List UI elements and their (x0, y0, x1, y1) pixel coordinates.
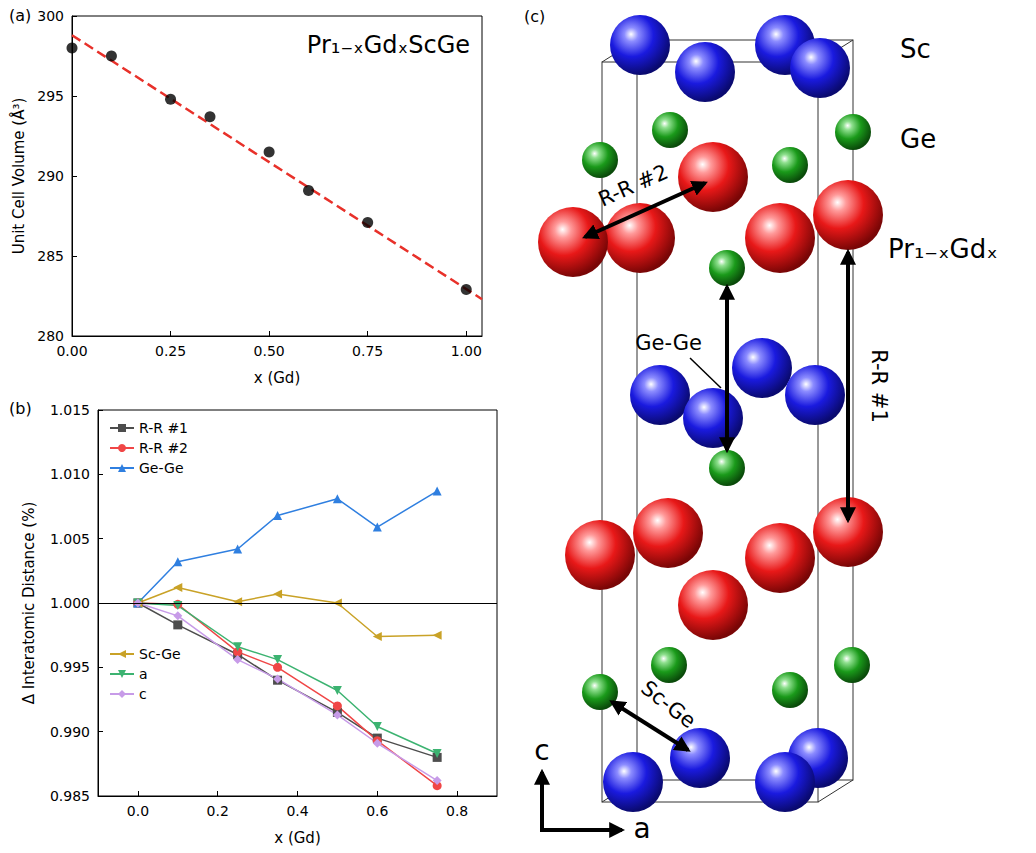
svg-text:0.00: 0.00 (56, 343, 87, 359)
svg-text:285: 285 (37, 248, 64, 264)
svg-text:Sc-Ge: Sc-Ge (139, 646, 181, 662)
svg-text:290: 290 (37, 168, 64, 184)
svg-text:0.4: 0.4 (286, 803, 308, 819)
svg-text:c: c (139, 686, 147, 702)
svg-text:0.8: 0.8 (446, 803, 468, 819)
svg-text:0.995: 0.995 (50, 659, 90, 675)
svg-text:R-R #2: R-R #2 (139, 440, 188, 456)
svg-text:0.75: 0.75 (352, 343, 383, 359)
svg-text:280: 280 (37, 328, 64, 344)
svg-text:0.990: 0.990 (50, 724, 90, 740)
svg-text:0.25: 0.25 (155, 343, 186, 359)
svg-text:(a): (a) (9, 6, 31, 25)
svg-text:0.0: 0.0 (127, 803, 149, 819)
svg-text:R-R #2: R-R #2 (595, 160, 672, 212)
svg-text:c: c (534, 734, 549, 767)
svg-text:0.2: 0.2 (207, 803, 229, 819)
svg-text:a: a (139, 666, 148, 682)
svg-text:a: a (633, 812, 650, 845)
svg-text:1.010: 1.010 (50, 466, 90, 482)
svg-text:1.00: 1.00 (451, 343, 482, 359)
svg-text:300: 300 (37, 8, 64, 24)
svg-text:Sc-Ge: Sc-Ge (636, 676, 700, 733)
svg-text:R-R #1: R-R #1 (139, 420, 188, 436)
svg-text:Pr₁₋ₓGdₓScGe: Pr₁₋ₓGdₓScGe (307, 31, 470, 59)
svg-text:Ge: Ge (900, 124, 936, 154)
svg-text:x (Gd): x (Gd) (254, 369, 301, 387)
svg-text:R-R #1: R-R #1 (867, 349, 891, 423)
svg-text:0.985: 0.985 (50, 788, 90, 804)
svg-text:0.6: 0.6 (366, 803, 388, 819)
svg-text:1.000: 1.000 (50, 595, 90, 611)
svg-text:Ge-Ge: Ge-Ge (635, 331, 702, 355)
svg-text:295: 295 (37, 88, 64, 104)
svg-text:0.50: 0.50 (254, 343, 285, 359)
svg-text:(c): (c) (524, 7, 545, 26)
svg-text:Δ Interatomic Distance (%): Δ Interatomic Distance (%) (20, 502, 38, 705)
svg-text:Unit Cell Volume (Å³): Unit Cell Volume (Å³) (9, 98, 28, 255)
svg-text:1.015: 1.015 (50, 402, 90, 418)
svg-text:Sc: Sc (900, 34, 931, 64)
svg-text:1.005: 1.005 (50, 531, 90, 547)
svg-text:Pr₁₋ₓGdₓ: Pr₁₋ₓGdₓ (888, 234, 998, 264)
svg-text:x (Gd): x (Gd) (274, 829, 321, 847)
svg-text:Ge-Ge: Ge-Ge (139, 460, 184, 476)
svg-text:(b): (b) (9, 399, 32, 418)
